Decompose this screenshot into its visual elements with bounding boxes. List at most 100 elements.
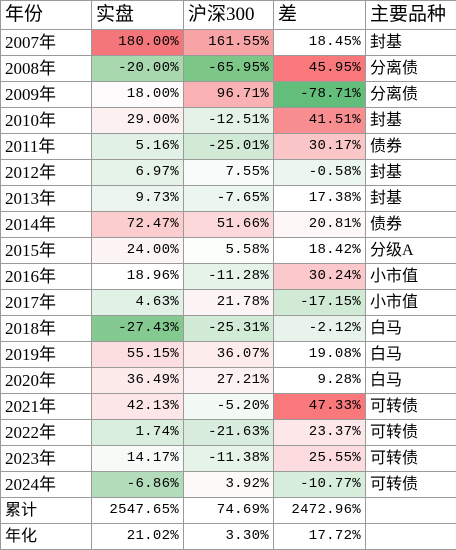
year-cell: 2023年 — [1, 446, 92, 472]
summary-diff-cell: 17.72% — [274, 524, 366, 550]
diff-cell: 30.24% — [274, 264, 366, 290]
year-cell: 2008年 — [1, 56, 92, 82]
main-product-cell: 债券 — [366, 212, 456, 238]
csi300-return-cell: 21.78% — [184, 290, 274, 316]
actual-return-cell: 18.96% — [92, 264, 184, 290]
main-product-cell: 可转债 — [366, 472, 456, 498]
actual-return-cell: 42.13% — [92, 394, 184, 420]
main-product-cell: 封基 — [366, 30, 456, 56]
diff-cell: 19.08% — [274, 342, 366, 368]
main-product-cell: 白马 — [366, 368, 456, 394]
year-cell: 2024年 — [1, 472, 92, 498]
table-row: 2018年-27.43%-25.31%-2.12%白马 — [1, 316, 456, 342]
diff-cell: 30.17% — [274, 134, 366, 160]
actual-return-cell: 29.00% — [92, 108, 184, 134]
csi300-return-cell: 7.55% — [184, 160, 274, 186]
diff-cell: 25.55% — [274, 446, 366, 472]
actual-return-cell: 36.49% — [92, 368, 184, 394]
csi300-return-cell: -25.31% — [184, 316, 274, 342]
diff-cell: 45.95% — [274, 56, 366, 82]
csi300-return-cell: -7.65% — [184, 186, 274, 212]
actual-return-cell: -6.86% — [92, 472, 184, 498]
diff-cell: -10.77% — [274, 472, 366, 498]
main-product-cell: 可转债 — [366, 420, 456, 446]
main-product-cell: 分离债 — [366, 56, 456, 82]
actual-return-cell: 1.74% — [92, 420, 184, 446]
main-product-cell: 白马 — [366, 342, 456, 368]
year-cell: 2014年 — [1, 212, 92, 238]
diff-cell: -0.58% — [274, 160, 366, 186]
csi300-return-cell: -12.51% — [184, 108, 274, 134]
main-product-cell: 分级A — [366, 238, 456, 264]
csi300-return-cell: -11.38% — [184, 446, 274, 472]
year-cell: 2009年 — [1, 82, 92, 108]
table-row: 2008年-20.00%-65.95%45.95%分离债 — [1, 56, 456, 82]
summary-label-cell: 累计 — [1, 498, 92, 524]
csi300-return-cell: 161.55% — [184, 30, 274, 56]
actual-return-cell: 6.97% — [92, 160, 184, 186]
year-cell: 2018年 — [1, 316, 92, 342]
year-cell: 2015年 — [1, 238, 92, 264]
csi300-return-cell: 51.66% — [184, 212, 274, 238]
actual-return-cell: 180.00% — [92, 30, 184, 56]
year-cell: 2017年 — [1, 290, 92, 316]
main-product-cell: 封基 — [366, 160, 456, 186]
header-row: 年份 实盘 沪深300 差 主要品种 — [1, 1, 456, 30]
summary-csi300-cell: 3.30% — [184, 524, 274, 550]
table-row: 2024年-6.86%3.92%-10.77%可转债 — [1, 472, 456, 498]
year-cell: 2016年 — [1, 264, 92, 290]
actual-return-cell: -27.43% — [92, 316, 184, 342]
actual-return-cell: 55.15% — [92, 342, 184, 368]
main-product-cell: 分离债 — [366, 82, 456, 108]
summary-style-cell — [366, 498, 456, 524]
year-cell: 2022年 — [1, 420, 92, 446]
actual-return-cell: 9.73% — [92, 186, 184, 212]
diff-cell: 18.45% — [274, 30, 366, 56]
diff-cell: 41.51% — [274, 108, 366, 134]
csi300-return-cell: 36.07% — [184, 342, 274, 368]
csi300-return-cell: 96.71% — [184, 82, 274, 108]
csi300-return-cell: 3.92% — [184, 472, 274, 498]
main-product-cell: 封基 — [366, 186, 456, 212]
main-product-cell: 债券 — [366, 134, 456, 160]
header-actual: 实盘 — [92, 1, 184, 30]
year-cell: 2010年 — [1, 108, 92, 134]
summary-style-cell — [366, 524, 456, 550]
main-product-cell: 小市值 — [366, 264, 456, 290]
summary-actual-cell: 2547.65% — [92, 498, 184, 524]
actual-return-cell: -20.00% — [92, 56, 184, 82]
csi300-return-cell: 27.21% — [184, 368, 274, 394]
csi300-return-cell: -21.63% — [184, 420, 274, 446]
header-csi300: 沪深300 — [184, 1, 274, 30]
main-product-cell: 可转债 — [366, 394, 456, 420]
year-cell: 2007年 — [1, 30, 92, 56]
actual-return-cell: 18.00% — [92, 82, 184, 108]
diff-cell: 17.38% — [274, 186, 366, 212]
actual-return-cell: 4.63% — [92, 290, 184, 316]
year-cell: 2011年 — [1, 134, 92, 160]
csi300-return-cell: 5.58% — [184, 238, 274, 264]
csi300-return-cell: -25.01% — [184, 134, 274, 160]
diff-cell: 18.42% — [274, 238, 366, 264]
diff-cell: -2.12% — [274, 316, 366, 342]
actual-return-cell: 14.17% — [92, 446, 184, 472]
csi300-return-cell: -11.28% — [184, 264, 274, 290]
csi300-return-cell: -65.95% — [184, 56, 274, 82]
diff-cell: -78.71% — [274, 82, 366, 108]
diff-cell: 47.33% — [274, 394, 366, 420]
